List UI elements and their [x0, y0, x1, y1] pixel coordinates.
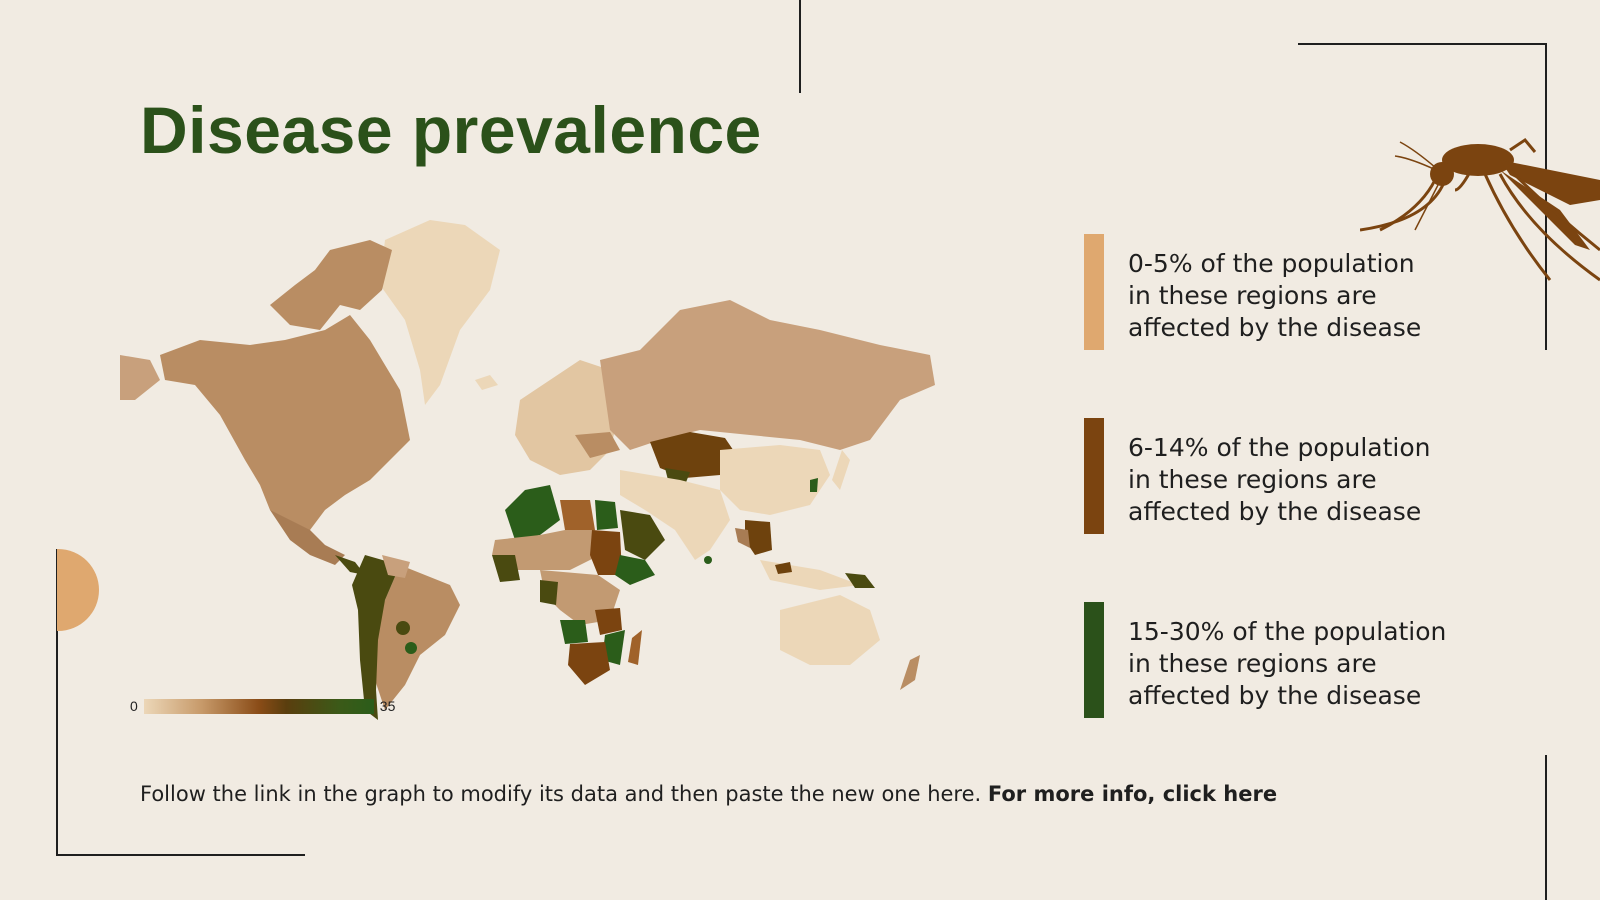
region-uruguay [405, 642, 417, 654]
semicircle-accent [57, 549, 99, 631]
region-australia [780, 595, 880, 665]
footer-note: Follow the link in the graph to modify i… [140, 782, 1277, 806]
region-kazakhstan [650, 432, 740, 478]
region-venezuela [382, 555, 410, 578]
divider-top-vertical [799, 0, 801, 93]
region-mexico [270, 510, 345, 565]
region-indochina [745, 520, 772, 555]
legend-swatch-high [1084, 602, 1104, 718]
region-ethiopia [615, 555, 655, 585]
scale-max-label: 35 [379, 698, 396, 714]
region-greenland [380, 220, 500, 405]
region-china [720, 445, 830, 515]
region-canada-arctic [270, 240, 392, 330]
region-papua-new-guinea [845, 573, 875, 588]
mosquito-icon [1360, 138, 1600, 282]
region-iceland [475, 375, 498, 390]
region-madagascar [628, 630, 642, 665]
region-congo [540, 580, 558, 605]
region-arabia [620, 510, 665, 560]
map-color-scale: 0 35 [130, 698, 395, 714]
region-angola [560, 620, 588, 644]
footer-text: Follow the link in the graph to modify i… [140, 782, 982, 806]
region-north-africa-west [505, 485, 560, 540]
frame-bottom-left-horizontal [56, 854, 305, 856]
region-alaska-west [120, 355, 160, 400]
legend-item-high: 15-30% of the population in these region… [1084, 602, 1446, 718]
region-ukraine [575, 432, 620, 458]
more-info-link[interactable]: For more info, click here [987, 782, 1278, 806]
scale-gradient-bar [143, 698, 374, 714]
region-tanzania [595, 608, 622, 635]
legend-swatch-mid [1084, 418, 1104, 534]
world-map-chart[interactable] [120, 210, 960, 730]
legend-swatch-low [1084, 234, 1104, 350]
legend-item-mid: 6-14% of the population in these regions… [1084, 418, 1431, 534]
frame-top-right-horizontal [1298, 43, 1547, 45]
scale-min-label: 0 [130, 698, 138, 714]
region-south-america-east [375, 565, 460, 710]
region-paraguay [396, 621, 410, 635]
frame-bottom-left-vertical [56, 549, 58, 856]
region-sri-lanka [704, 556, 712, 564]
frame-top-right-vertical [1545, 43, 1547, 350]
region-russia [600, 300, 935, 450]
region-central-america [335, 555, 365, 575]
region-mozambique [602, 630, 625, 665]
region-west-africa [492, 555, 520, 582]
legend-text-mid: 6-14% of the population in these regions… [1128, 433, 1431, 526]
region-egypt [595, 500, 618, 530]
legend-text-low: 0-5% of the population in these regions … [1128, 249, 1422, 342]
region-south-africa [568, 642, 610, 685]
region-andes [352, 555, 400, 720]
region-indonesia-malaysia [760, 560, 860, 590]
region-sudan [590, 530, 622, 575]
legend-text-high: 15-30% of the population in these region… [1128, 617, 1447, 710]
region-thailand [735, 528, 750, 548]
region-sahel [492, 530, 600, 570]
region-middle-east-south-asia [620, 470, 730, 560]
region-new-zealand [900, 655, 920, 690]
page-title: Disease prevalence [140, 93, 762, 167]
region-libya [560, 500, 595, 530]
region-north-america [160, 315, 410, 530]
legend-item-low: 0-5% of the population in these regions … [1084, 234, 1421, 350]
region-japan [832, 450, 850, 490]
region-malaysia [775, 562, 792, 574]
frame-bottom-right-vertical [1545, 755, 1547, 900]
region-korea [810, 478, 818, 492]
